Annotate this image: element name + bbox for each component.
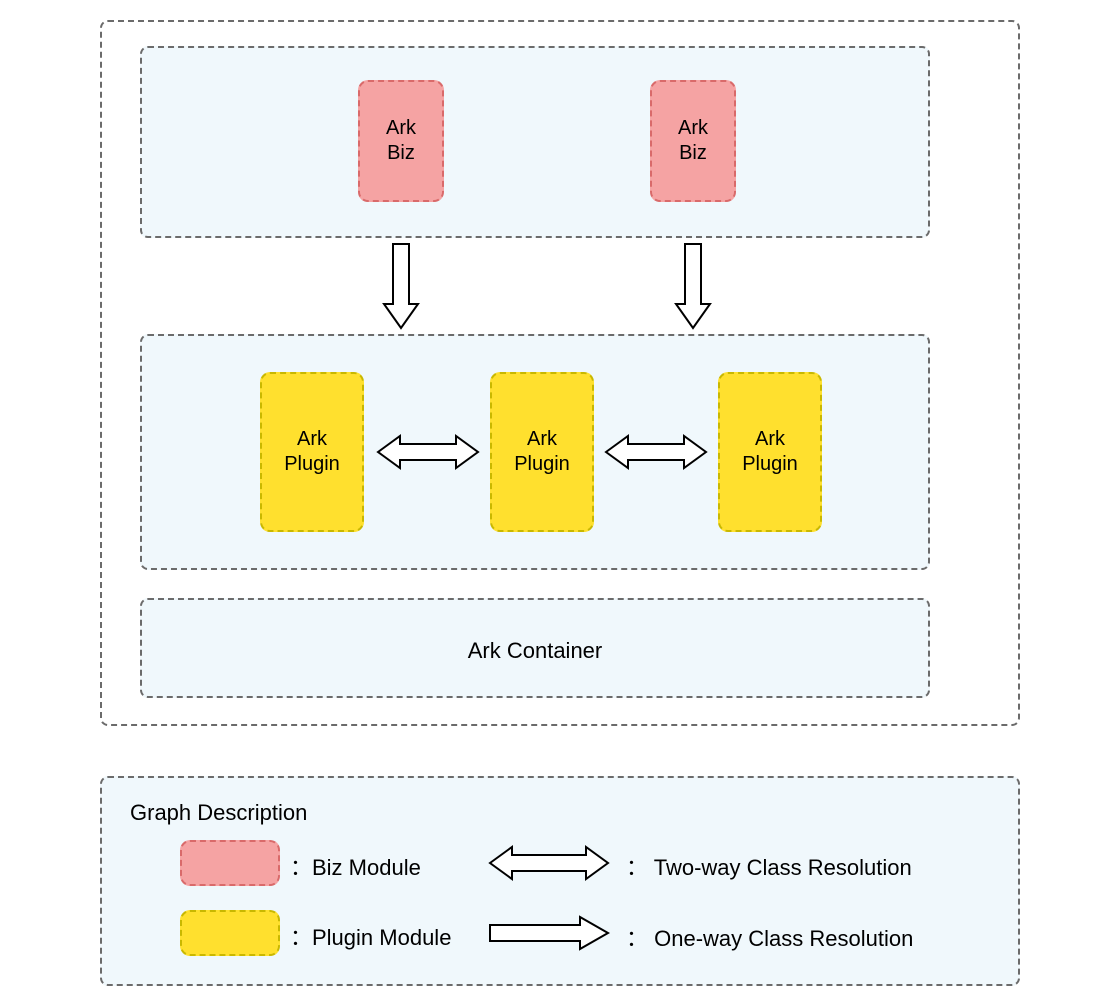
legend-arrows-icon xyxy=(0,0,1112,1006)
legend-twoway-text: ： Two-way Class Resolution xyxy=(626,850,912,882)
legend-oneway-text: ： One-way Class Resolution xyxy=(626,921,913,953)
